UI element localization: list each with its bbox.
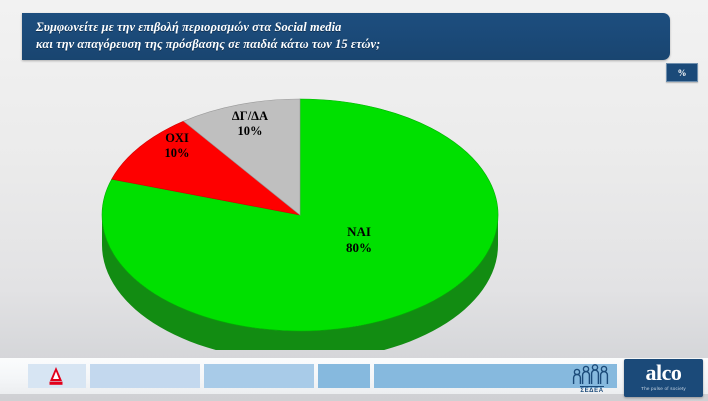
slice-label-oxi-value: 10% bbox=[165, 146, 190, 160]
pie-chart: ΝΑΙ 80% ΟΧΙ 10% ΔΓ/ΔΑ 10% bbox=[0, 80, 708, 350]
pie-top-face bbox=[101, 98, 499, 332]
pie-3d-body bbox=[102, 215, 498, 350]
sedea-logo: ΣΕΔΕΑ bbox=[566, 361, 618, 394]
slice-side-nai bbox=[102, 215, 498, 350]
footer-bar-1 bbox=[90, 364, 200, 388]
footer-bar-3 bbox=[318, 364, 370, 388]
percent-unit-badge: % bbox=[666, 63, 698, 82]
pie-chart-svg: ΝΑΙ 80% ΟΧΙ 10% ΔΓ/ΔΑ 10% bbox=[101, 98, 499, 350]
slice-label-oxi-name: ΟΧΙ bbox=[165, 131, 189, 145]
sedea-label: ΣΕΔΕΑ bbox=[580, 386, 604, 394]
slice-label-nai-name: ΝΑΙ bbox=[347, 224, 371, 239]
slice-dgda bbox=[183, 98, 301, 216]
a-brand-icon bbox=[44, 364, 68, 388]
slide-footer: ΣΕΔΕΑ alco The pulse of society bbox=[0, 355, 708, 401]
slice-label-dgda-value: 10% bbox=[238, 124, 263, 138]
slice-oxi bbox=[111, 120, 301, 216]
slice-label-dgda-name: ΔΓ/ΔΑ bbox=[232, 109, 268, 123]
a-letter-icon bbox=[49, 367, 63, 385]
people-group-icon bbox=[572, 364, 609, 384]
slice-label-nai-value: 80% bbox=[346, 240, 372, 255]
slice-labels: ΝΑΙ 80% ΟΧΙ 10% ΔΓ/ΔΑ 10% bbox=[165, 109, 373, 255]
alco-wordmark: alco bbox=[645, 360, 682, 385]
alco-logo: alco The pulse of society bbox=[624, 359, 703, 397]
footer-bar-2 bbox=[204, 364, 314, 388]
page-title: Συμφωνείτε με την επιβολή περιορισμών στ… bbox=[36, 20, 381, 51]
footer-bar-4 bbox=[374, 364, 617, 388]
question-title-bar: Συμφωνείτε με την επιβολή περιορισμών στ… bbox=[22, 13, 670, 60]
alco-tagline: The pulse of society bbox=[641, 386, 686, 391]
